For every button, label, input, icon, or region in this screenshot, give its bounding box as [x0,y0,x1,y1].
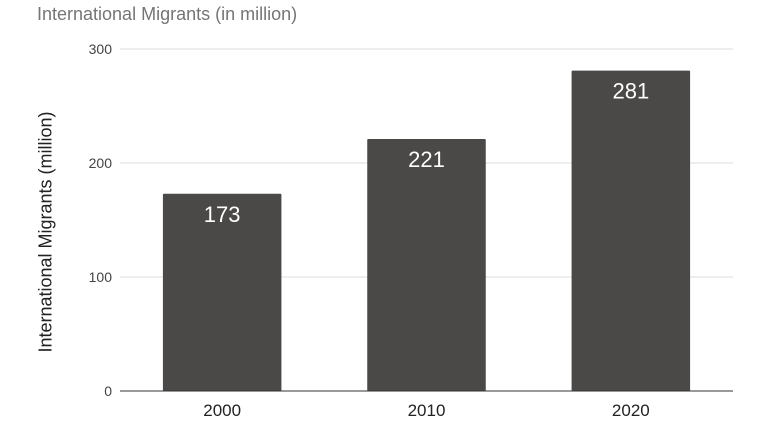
x-tick-label-2020: 2020 [612,401,650,420]
x-tick-label-2000: 2000 [203,401,241,420]
data-label-2020: 281 [612,79,649,104]
y-tick-label-300: 300 [89,41,113,57]
bar-2000 [162,193,282,391]
y-tick-label-0: 0 [104,383,112,399]
x-tick-label-2010: 2010 [408,401,446,420]
bar-2010 [367,139,486,391]
y-tick-label-100: 100 [89,269,113,285]
bar-2020 [571,70,691,391]
chart-title: International Migrants (in million) [37,4,298,24]
data-label-2010: 221 [408,147,445,172]
y-tick-label-200: 200 [89,155,113,171]
data-label-2000: 173 [204,202,241,227]
